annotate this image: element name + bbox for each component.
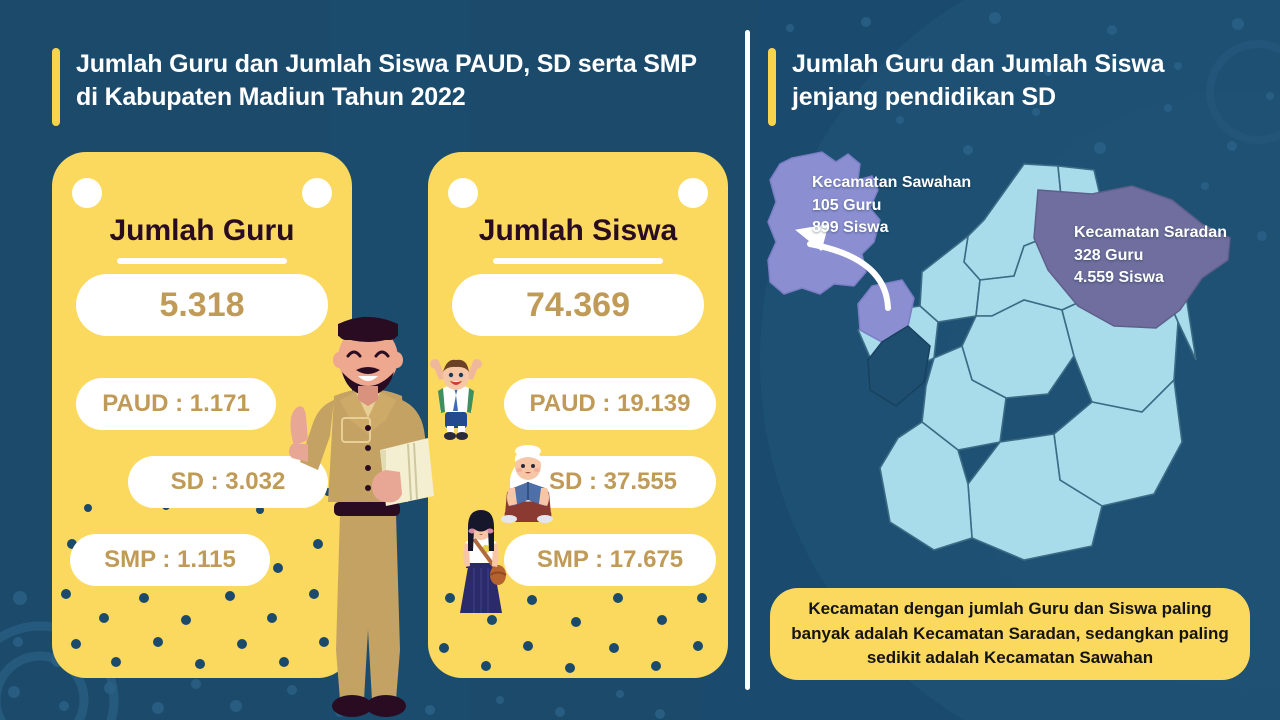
card-heading-rule bbox=[117, 258, 287, 264]
total-siswa-pill: 74.369 bbox=[452, 274, 704, 336]
title-accent-bar bbox=[768, 48, 776, 126]
kabupaten-madiun-map bbox=[767, 151, 1231, 561]
map-district-south-west bbox=[879, 421, 973, 551]
siswa-paud-pill: PAUD : 19.139 bbox=[504, 378, 716, 430]
map-caption-text: Kecamatan dengan jumlah Guru dan Siswa p… bbox=[791, 599, 1229, 668]
map-label-saradan: Kecamatan Saradan 328 Guru 4.559 Siswa bbox=[1074, 222, 1227, 290]
left-panel-title: Jumlah Guru dan Jumlah Siswa PAUD, SD se… bbox=[52, 48, 712, 126]
map-region-dark bbox=[867, 325, 931, 407]
card-heading-guru: Jumlah Guru bbox=[109, 214, 295, 247]
map-label-saradan-students: 4.559 Siswa bbox=[1074, 269, 1164, 287]
student-girl-illustration-icon bbox=[460, 510, 507, 613]
map-label-sawahan-teachers: 105 Guru bbox=[812, 196, 882, 214]
card-punch-hole-right bbox=[678, 178, 708, 208]
guru-paud-pill: PAUD : 1.171 bbox=[76, 378, 276, 430]
right-panel-title: Jumlah Guru dan Jumlah Siswa jenjang pen… bbox=[768, 48, 1238, 126]
map-caption-box: Kecamatan dengan jumlah Guru dan Siswa p… bbox=[770, 588, 1250, 680]
left-title-text: Jumlah Guru dan Jumlah Siswa PAUD, SD se… bbox=[76, 50, 697, 112]
map-region-saradan bbox=[1033, 185, 1231, 329]
card-punch-hole-left bbox=[448, 178, 478, 208]
teacher-illustration-icon bbox=[289, 316, 434, 717]
title-accent-bar bbox=[52, 48, 60, 126]
map-label-sawahan: Kecamatan Sawahan 105 Guru 899 Siswa bbox=[812, 172, 971, 240]
map-label-saradan-name: Kecamatan Saradan bbox=[1074, 224, 1227, 241]
student-reading-illustration-icon bbox=[501, 445, 553, 523]
map-label-saradan-teachers: 328 Guru bbox=[1074, 246, 1144, 264]
total-guru-pill: 5.318 bbox=[76, 274, 328, 336]
guru-sd-pill: SD : 3.032 bbox=[128, 456, 328, 508]
card-punch-hole-right bbox=[302, 178, 332, 208]
siswa-smp-pill: SMP : 17.675 bbox=[504, 534, 716, 586]
card-punch-hole-left bbox=[72, 178, 102, 208]
card-dot-pattern bbox=[439, 593, 707, 673]
map-arrow-head-icon bbox=[795, 224, 829, 252]
vertical-divider bbox=[745, 30, 750, 690]
student-boy-illustration-icon bbox=[430, 359, 482, 440]
map-label-sawahan-students: 899 Siswa bbox=[812, 219, 889, 237]
card-heading-rule bbox=[493, 258, 663, 264]
card-heading-siswa: Jumlah Siswa bbox=[478, 214, 678, 247]
guru-smp-pill: SMP : 1.115 bbox=[70, 534, 270, 586]
right-title-text: Jumlah Guru dan Jumlah Siswa jenjang pen… bbox=[792, 50, 1165, 112]
map-arrow-icon bbox=[807, 241, 891, 311]
stat-card-siswa: Jumlah Siswa 74.369 PAUD : 19.139 SD : 3… bbox=[428, 152, 728, 678]
map-label-sawahan-name: Kecamatan Sawahan bbox=[812, 174, 972, 191]
